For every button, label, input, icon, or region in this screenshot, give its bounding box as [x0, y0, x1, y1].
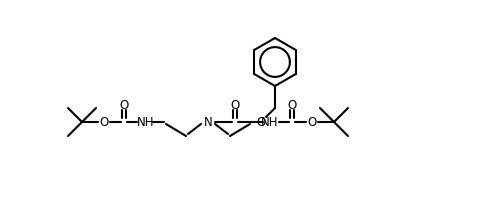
- Text: N: N: [204, 116, 213, 129]
- Text: NH: NH: [261, 116, 279, 129]
- Text: NH: NH: [137, 116, 155, 129]
- Text: O: O: [99, 116, 109, 129]
- Text: O: O: [230, 99, 240, 112]
- Text: O: O: [120, 99, 128, 112]
- Text: O: O: [287, 99, 297, 112]
- Text: O: O: [256, 116, 266, 129]
- Text: O: O: [308, 116, 317, 129]
